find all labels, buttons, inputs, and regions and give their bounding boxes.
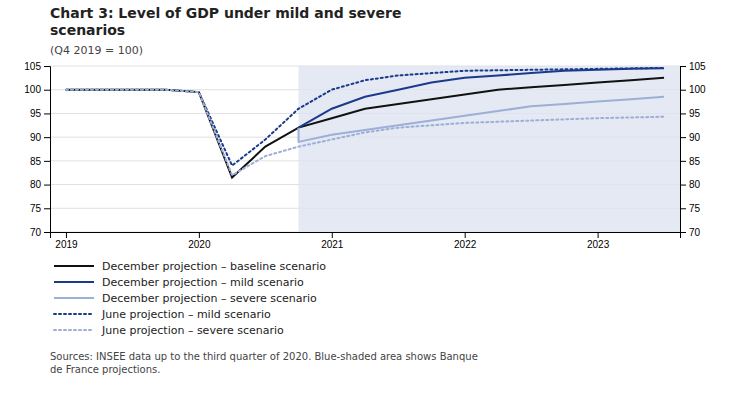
text-line: scenarios — [50, 22, 125, 38]
tick-mark — [680, 185, 686, 186]
tick-mark — [44, 232, 50, 233]
tick-mark — [680, 90, 686, 91]
axis-line — [51, 233, 681, 239]
series-line — [66, 78, 664, 178]
tick: 2022 — [454, 232, 477, 250]
tick-label: 70 — [30, 227, 42, 238]
tick-label: 95 — [689, 108, 701, 119]
y-axis: 70 75 80 85 90 95 100 105 — [24, 61, 50, 238]
tick-mark — [598, 232, 599, 238]
tick: 75 — [680, 203, 701, 214]
tick-mark — [44, 161, 50, 162]
legend-entry: December projection – baseline scenario — [54, 260, 326, 273]
tick-label: 95 — [30, 108, 42, 119]
annotation: Sources: INSEE data up to the third quar… — [50, 351, 478, 375]
tick-mark — [465, 232, 466, 238]
tick: 105 — [24, 61, 50, 72]
tick-mark — [44, 185, 50, 186]
tick-label: 100 — [689, 84, 706, 95]
text-line: Sources: INSEE data up to the third quar… — [50, 351, 478, 362]
tick-mark — [66, 232, 67, 238]
tick: 100 — [680, 84, 706, 95]
tick-mark — [680, 137, 686, 138]
tick: 2019 — [55, 232, 78, 250]
grid — [50, 66, 680, 232]
text-line: Chart 3: Level of GDP under mild and sev… — [50, 5, 401, 21]
legend-label: June projection – mild scenario — [101, 308, 271, 321]
tick-mark — [199, 232, 200, 238]
tick-mark — [44, 90, 50, 91]
tick-label: 70 — [689, 227, 701, 238]
tick-mark — [680, 161, 686, 162]
tick: 2021 — [321, 232, 344, 250]
x-axis: 2019 2020 2021 2022 2023 — [51, 232, 681, 250]
legend-label: June projection – severe scenario — [101, 324, 284, 337]
tick-label: 75 — [30, 203, 42, 214]
tick: 2020 — [188, 232, 211, 250]
tick-mark — [680, 113, 686, 114]
title: Chart 3: Level of GDP under mild and sev… — [50, 5, 401, 38]
tick: 75 — [30, 203, 50, 214]
tick-mark — [44, 66, 50, 67]
series-line — [66, 68, 664, 166]
legend-swatch — [54, 297, 94, 299]
subtitle: (Q4 2019 = 100) — [50, 44, 143, 57]
tick-mark — [332, 232, 333, 238]
axis-line — [44, 67, 51, 233]
tick-label: 2020 — [188, 239, 211, 250]
chart: Chart 3: Level of GDP under mild and sev… — [0, 0, 730, 409]
tick-mark — [44, 208, 50, 209]
tick: 70 — [680, 227, 701, 238]
legend-entry: December projection – severe scenario — [54, 292, 317, 305]
tick-label: 105 — [24, 61, 41, 72]
legend-label: December projection – mild scenario — [102, 276, 304, 289]
series-line — [299, 68, 665, 127]
legend-swatch — [54, 265, 94, 267]
tick-mark — [680, 232, 686, 233]
legend-entry: December projection – mild scenario — [54, 276, 304, 289]
legend-swatch — [54, 329, 94, 331]
tick-mark — [680, 208, 686, 209]
series-line — [66, 90, 664, 175]
legend-entry: June projection – severe scenario — [54, 324, 284, 337]
text-line: de France projections. — [50, 364, 160, 375]
tick-label: 90 — [689, 132, 701, 143]
tick-label: 100 — [24, 84, 41, 95]
legend: December projection – baseline scenario D… — [54, 260, 326, 337]
tick: 80 — [30, 179, 50, 190]
y2-axis: 70 75 80 85 90 95 100 105 — [680, 61, 706, 238]
legend-swatch — [54, 313, 94, 315]
tick: 90 — [30, 132, 50, 143]
tick: 95 — [680, 108, 701, 119]
legend-label: December projection – baseline scenario — [102, 260, 326, 273]
tick-mark — [44, 137, 50, 138]
tick-label: 2019 — [55, 239, 78, 250]
tick-label: 80 — [30, 179, 42, 190]
tick-label: 2021 — [321, 239, 344, 250]
tick: 100 — [24, 84, 50, 95]
tick-label: 85 — [30, 156, 42, 167]
tick: 95 — [30, 108, 50, 119]
tick-label: 105 — [689, 61, 706, 72]
tick: 85 — [30, 156, 50, 167]
tick: 105 — [680, 61, 706, 72]
tick-mark — [680, 66, 686, 67]
tick: 90 — [680, 132, 701, 143]
tick: 70 — [30, 227, 50, 238]
legend-label: December projection – severe scenario — [102, 292, 317, 305]
tick-label: 2022 — [454, 239, 477, 250]
tick-label: 75 — [689, 203, 701, 214]
legend-swatch — [54, 281, 94, 283]
tick-label: 2023 — [587, 239, 610, 250]
tick-label: 85 — [689, 156, 701, 167]
tick: 85 — [680, 156, 701, 167]
tick: 80 — [680, 179, 701, 190]
legend-entry: June projection – mild scenario — [54, 308, 271, 321]
axis-line — [681, 67, 687, 233]
plot-area — [66, 66, 680, 232]
tick: 2023 — [587, 232, 610, 250]
tick-mark — [44, 113, 50, 114]
tick-label: 80 — [689, 179, 701, 190]
tick-label: 90 — [30, 132, 42, 143]
